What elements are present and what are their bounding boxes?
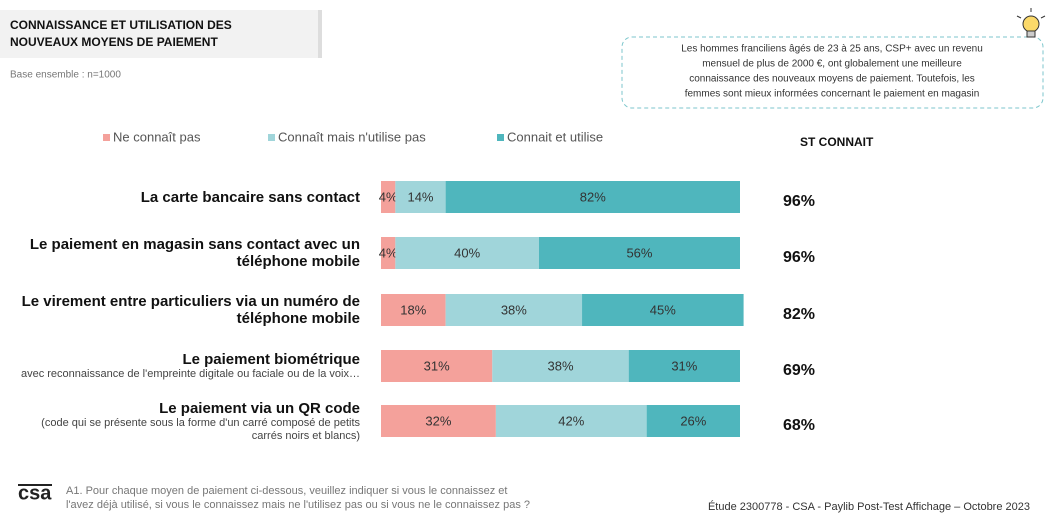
st-header: ST CONNAIT (800, 135, 874, 149)
callout-text: femmes sont mieux informées concernant l… (685, 89, 980, 100)
value-label: 42% (558, 413, 584, 428)
value-label: 14% (407, 189, 433, 204)
legend-swatch (497, 134, 504, 141)
value-label: 40% (454, 245, 480, 260)
legend-label: Ne connaît pas (113, 129, 201, 144)
st-value: 96% (783, 249, 815, 266)
value-label: 4% (379, 245, 398, 260)
legend-label: Connait et utilise (507, 129, 603, 144)
category-label: La carte bancaire sans contact (15, 169, 360, 225)
legend-swatch (268, 134, 275, 141)
bar-segment (395, 237, 539, 269)
category-note: avec reconnaissance de l'empreinte digit… (20, 368, 360, 380)
bar-segment (492, 350, 629, 382)
bar-segment (381, 181, 396, 213)
value-label: 38% (547, 358, 573, 373)
callout-text: Les hommes franciliens âgés de 23 à 25 a… (681, 44, 983, 55)
value-label: 26% (680, 413, 706, 428)
st-value: 68% (783, 417, 815, 434)
bar-segment (538, 237, 740, 269)
category-label: Le virement entre particuliers via un nu… (15, 282, 360, 338)
value-label: 31% (424, 358, 450, 373)
st-value: 82% (783, 306, 815, 323)
category-label: Le paiement en magasin sans contact avec… (15, 225, 360, 281)
legend-label: Connaît mais n'utilise pas (278, 129, 426, 144)
st-value: 69% (783, 362, 815, 379)
title: NOUVEAUX MOYENS DE PAIEMENT (10, 35, 218, 49)
title: CONNAISSANCE ET UTILISATION DES (10, 18, 232, 32)
bar-segment (395, 181, 446, 213)
bar-segment (381, 350, 493, 382)
value-label: 4% (379, 189, 398, 204)
category-name: La carte bancaire sans contact (140, 188, 360, 206)
value-label: 45% (650, 302, 676, 317)
bar-segment (381, 237, 396, 269)
callout-box (621, 36, 1044, 109)
value-label: 32% (425, 413, 451, 428)
bar-segment (445, 294, 583, 326)
question: A1. Pour chaque moyen de paiement ci-des… (66, 485, 507, 497)
bar-segment (628, 350, 740, 382)
bar-segment (495, 405, 647, 437)
callout-text: connaissance des nouveaux moyens de paie… (689, 74, 975, 85)
subtitle: Base ensemble : n=1000 (10, 70, 121, 81)
category-name: Le paiement via un QR code (159, 399, 360, 417)
st-value: 96% (783, 193, 815, 210)
category-label: Le paiement biométrique avec reconnaissan… (15, 338, 360, 394)
source: Étude 2300778 - CSA - Paylib Post-Test A… (708, 500, 1030, 513)
callout-text: mensuel de plus de 2000 €, ont globaleme… (702, 59, 962, 70)
bar-segment (445, 181, 740, 213)
value-label: 18% (400, 302, 426, 317)
value-label: 38% (501, 302, 527, 317)
value-label: 31% (671, 358, 697, 373)
category-name: Le virement entre particuliers via un nu… (21, 293, 360, 327)
logo: csa (18, 482, 52, 504)
category-note: (code qui se présente sous la forme d'un… (41, 416, 360, 442)
category-label: Le paiement via un QR code (code qui se p… (15, 393, 360, 449)
bar-segment (381, 294, 446, 326)
bulb-icon (1016, 8, 1046, 38)
category-name: Le paiement biométrique (182, 351, 360, 368)
category-name: Le paiement en magasin sans contact avec… (29, 236, 360, 270)
bar-segment (582, 294, 744, 326)
value-label: 82% (580, 189, 606, 204)
value-label: 56% (626, 245, 652, 260)
legend-swatch (103, 134, 110, 141)
bar-segment (646, 405, 740, 437)
title-shadow (318, 10, 322, 58)
bar-segment (381, 405, 496, 437)
title-box (0, 10, 318, 58)
question: l'avez déjà utilisé, si vous le connaiss… (66, 499, 530, 511)
